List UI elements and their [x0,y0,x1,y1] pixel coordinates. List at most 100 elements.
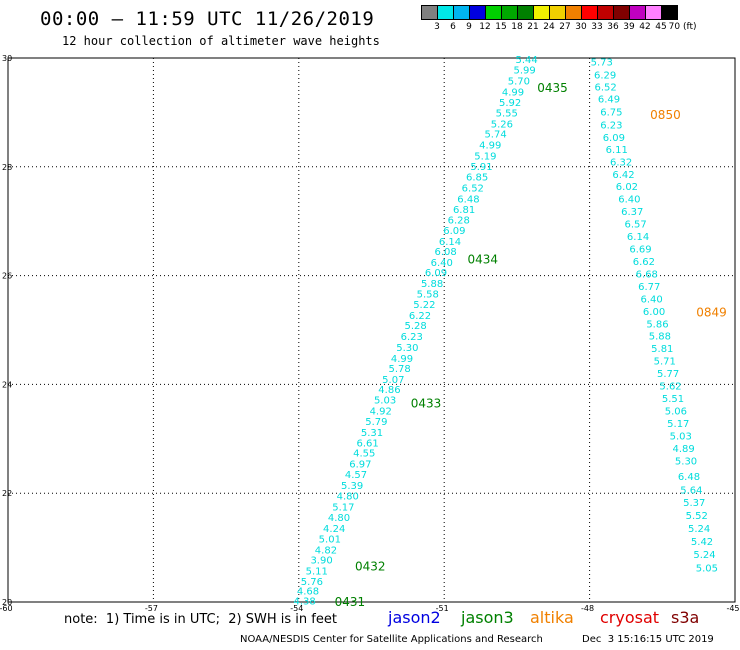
scale-label: 24 [543,22,555,32]
grid [7,57,736,603]
scale-label: 21 [527,22,539,32]
scale-label: 18 [511,22,523,32]
wave-height-value: 5.17 [667,419,689,430]
wave-height-value: 4.99 [479,141,501,152]
wave-height-value: 5.91 [470,162,492,173]
wave-height-value: 6.42 [612,170,634,181]
wave-height-value: 6.02 [616,182,638,193]
pass-time-label: 0434 [467,252,498,266]
scale-label: 33 [591,22,603,32]
satellite-s3a: s3a [671,608,700,627]
wave-height-value: 6.40 [618,194,640,205]
wave-height-value: 5.62 [659,382,681,393]
y-tick-label: 28 [2,163,12,172]
wave-height-value: 3.90 [310,556,332,567]
scale-swatch [661,5,678,20]
wave-height-value: 4.68 [297,587,319,598]
wave-height-value: 6.52 [594,82,616,93]
wave-height-value: 6.09 [425,268,447,279]
wave-height-value: 6.09 [603,133,625,144]
x-tick-label: -45 [726,604,739,613]
wave-height-value: 5.22 [413,300,435,311]
wave-height-value: 6.32 [610,157,632,168]
wave-height-value: 5.64 [680,485,702,496]
y-tick-label: 20 [2,598,12,607]
wave-height-value: 4.24 [323,524,345,535]
footer-generated: Dec 3 15:16:15 UTC 2019 [582,634,714,645]
y-tick-label: 30 [2,54,12,63]
wave-height-value: 5.24 [693,550,715,561]
scale-label: 42 [639,22,651,32]
wave-height-value: 5.52 [686,511,708,522]
wave-height-value: 5.81 [651,344,673,355]
axis-ticks: -60 -57 -54 -51 -48 -45 30 28 26 24 22 20 [0,54,740,613]
satellite-cryosat: cryosat [600,608,660,627]
wave-height-value: 5.88 [649,332,671,343]
wave-height-value: 6.97 [349,459,371,470]
scale-label: 15 [495,22,507,32]
wave-height-value: 5.01 [319,534,341,545]
scale-label: 45 [655,22,667,32]
wave-height-value: 4.86 [378,385,400,396]
footer-note: note: 1) Time is in UTC; 2) SWH is in fe… [64,612,337,627]
satellite-altika: altika [530,608,574,627]
scale-label: 12 [479,22,491,32]
scale-label: 36 [607,22,619,32]
pass-time-label: 0432 [355,560,386,574]
wave-height-value: 6.14 [439,237,461,248]
wave-height-value: 5.30 [396,343,418,354]
x-tick-label: -60 [0,604,13,613]
color-scale-labels: 3 6 9 12 15 18 21 24 27 30 33 36 39 42 45 70 (ft) [421,22,740,34]
wave-height-value: 6.40 [431,258,453,269]
wave-height-value: 5.76 [301,577,323,588]
wave-height-value: 5.92 [499,98,521,109]
wave-height-value: 4.38 [293,596,315,607]
page-subtitle: 12 hour collection of altimeter wave hei… [62,34,380,48]
wave-height-value: 6.68 [636,270,658,281]
wave-height-value: 6.49 [598,94,620,105]
scale-label: 9 [466,22,472,32]
pass-time-labels: 04350434043304320431085008490848084808 [335,81,727,609]
wave-height-value: 6.23 [401,332,423,343]
wave-height-value: 5.99 [514,66,536,77]
wave-height-value: 4.57 [345,470,367,481]
x-tick-label: -48 [581,604,594,613]
x-tick-label: -51 [436,604,449,613]
x-tick-label: -54 [290,604,303,613]
x-tick-label: -57 [145,604,158,613]
wave-height-value: 6.61 [356,439,378,450]
track-jason3-descending: 5.73 6.296.526.49 6.75 6.23 6.096.116.32 6.42… [591,57,718,574]
wave-height-value: 6.57 [625,219,647,230]
wave-height-value: 6.08 [435,247,457,258]
pass-time-label: 0849 [696,306,727,320]
wave-height-value: 4.99 [502,87,524,98]
scale-label: 70 (ft) [668,22,697,32]
wave-height-value: 4.55 [353,448,375,459]
wave-height-value: 6.62 [633,257,655,268]
wave-height-value: 5.78 [388,364,410,375]
wave-height-value: 5.51 [662,394,684,405]
page-title: 00:00 — 11:59 UTC 11/26/2019 [40,8,375,30]
footer-credit: NOAA/NESDIS Center for Satellite Applica… [240,634,543,645]
wave-height-value: 5.58 [417,290,439,301]
wave-height-value: 6.11 [606,145,628,156]
wave-height-value: 5.88 [421,279,443,290]
pass-time-label: 0431 [335,595,366,609]
wave-height-value: 5.44 [515,55,537,66]
wave-height-value: 6.52 [462,184,484,195]
wave-height-value: 4.89 [672,444,694,455]
wave-height-value: 6.77 [638,282,660,293]
y-tick-label: 22 [2,489,12,498]
wave-height-value: 6.85 [466,173,488,184]
wave-height-value: 5.86 [646,320,668,331]
wave-height-value: 5.39 [341,481,363,492]
wave-height-value: 5.37 [683,498,705,509]
wave-height-value: 4.99 [391,354,413,365]
pass-time-label: 0850 [650,108,681,122]
wave-height-value: 5.70 [508,76,530,87]
wave-height-value: 6.09 [443,226,465,237]
wave-height-value: 5.17 [332,502,354,513]
wave-height-value: 5.26 [491,119,513,130]
pass-time-label: 0433 [411,396,442,410]
